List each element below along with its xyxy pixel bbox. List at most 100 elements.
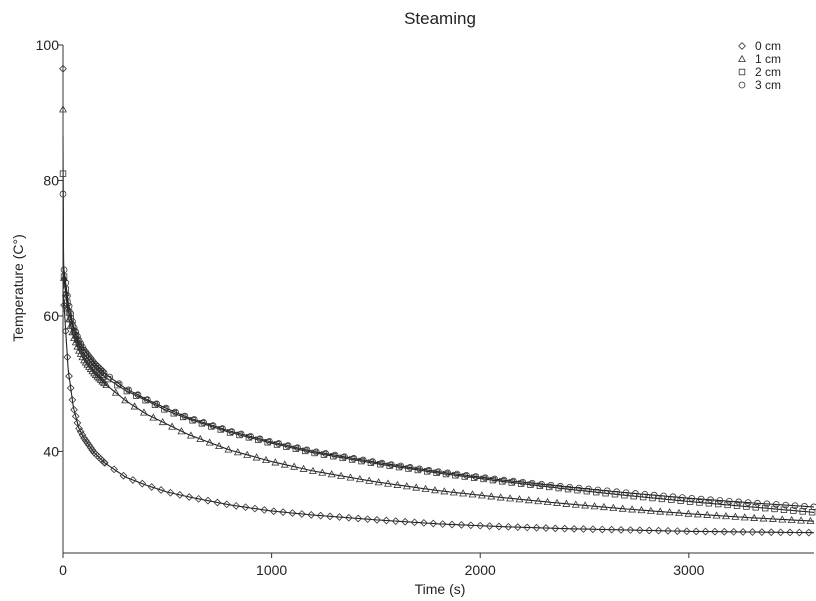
data-point [74,333,81,340]
data-point [603,487,611,495]
data-point [251,504,259,513]
plot-area [59,64,816,537]
data-point [733,502,741,509]
data-point [80,346,88,354]
data-point [172,408,179,416]
data-point [275,440,283,447]
data-point [245,434,253,441]
data-point [696,499,703,506]
data-point [382,516,391,525]
data-point [283,443,290,450]
data-point [787,515,796,523]
data-point [527,481,534,488]
data-point [752,504,760,511]
data-point [386,462,393,469]
data-point [261,455,270,464]
data-point [547,481,555,489]
data-point [743,503,750,510]
legend-marker [738,42,746,50]
data-point [449,488,458,496]
x-axis-title: Time (s) [415,581,466,597]
data-point [219,425,226,433]
data-point [67,310,75,318]
x-tick-label: 0 [59,562,67,578]
data-point [157,486,165,494]
data-point [70,333,79,341]
data-point [579,525,588,533]
data-point [233,448,242,456]
legend-marker [738,81,746,89]
data-point [75,424,83,433]
data-point [149,413,158,421]
data-point [645,526,654,535]
data-point [387,461,395,468]
data-point [444,469,452,477]
data-point [81,436,90,445]
data-point [660,492,667,500]
data-point [715,500,722,508]
data-point [181,412,189,420]
data-point [72,328,80,336]
data-point [252,453,261,461]
data-point [562,499,571,507]
data-point [797,516,806,524]
data-point [213,498,222,507]
data-point [487,492,496,500]
data-point [102,380,111,389]
data-point [63,353,72,361]
data-point [77,340,85,348]
data-point [378,459,386,467]
data-point [496,493,505,501]
data-point [570,524,578,533]
data-point [735,498,743,506]
data-point [626,526,635,534]
data-point [311,449,318,457]
data-point [209,422,217,429]
data-point [60,266,68,274]
data-point [510,477,517,485]
data-point [290,462,299,470]
data-point [412,483,421,491]
data-point [106,373,114,381]
data-point [66,384,75,392]
data-point [80,434,88,443]
data-point [359,456,367,464]
data-point [226,429,234,436]
data-point [767,528,776,537]
data-point [76,427,85,436]
data-point [791,502,799,510]
data-point [170,410,177,417]
data-point [795,528,804,537]
data-point [241,503,250,512]
data-point [470,474,478,481]
y-tick-label: 100 [36,37,60,53]
data-point [682,527,691,536]
data-point [771,505,778,513]
data-point [566,483,574,491]
data-point [273,441,281,448]
data-point [121,396,130,404]
data-point [480,475,487,483]
data-point [499,478,506,485]
data-point [348,456,356,463]
data-point [73,418,82,427]
data-point [780,506,788,513]
data-point [89,357,96,365]
data-point [265,437,273,445]
data-point [635,526,644,535]
data-point [556,482,564,490]
y-axis-title: Temperature (C°) [10,234,26,342]
data-point [433,469,440,476]
data-point [83,439,92,447]
data-point [729,527,738,536]
data-point [331,451,339,459]
data-point [299,464,308,472]
data-point [665,508,674,516]
data-point [495,522,503,531]
data-point [524,496,533,504]
data-point [414,466,422,474]
data-point [442,470,450,478]
data-point [748,528,757,536]
series-2cm [59,170,816,516]
data-point [256,435,264,443]
